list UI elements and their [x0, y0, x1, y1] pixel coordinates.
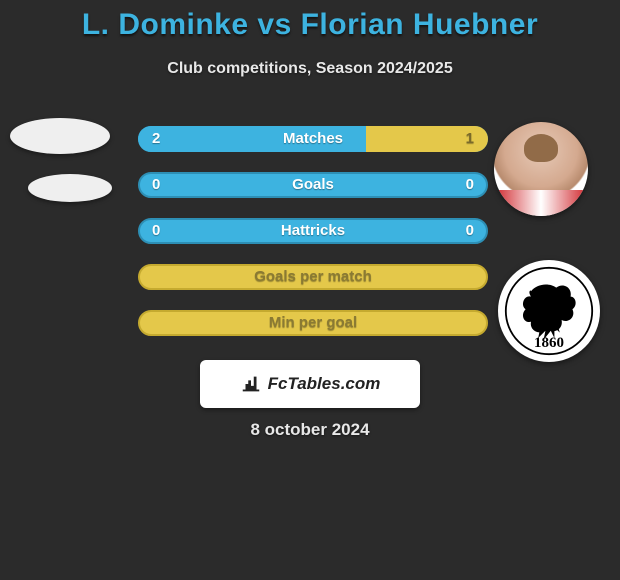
stat-value-right: 1 — [466, 126, 474, 152]
stat-row: Goals00 — [138, 172, 488, 198]
stat-bars: Matches21Goals00Hattricks00Goals per mat… — [138, 126, 488, 356]
stat-value-right: 0 — [466, 172, 474, 198]
stat-row: Hattricks00 — [138, 218, 488, 244]
subtitle: Club competitions, Season 2024/2025 — [0, 60, 620, 78]
chart-icon — [240, 373, 262, 395]
stat-row: Min per goal — [138, 310, 488, 336]
player-left-avatar-1 — [10, 118, 110, 154]
bar-fill — [138, 310, 488, 336]
page-title: L. Dominke vs Florian Huebner — [0, 0, 620, 42]
stat-value-left: 2 — [152, 126, 160, 152]
stat-value-right: 0 — [466, 218, 474, 244]
bar-fill — [138, 172, 488, 198]
player-right-avatar — [494, 122, 588, 216]
player-left-avatar-2 — [28, 174, 112, 202]
stat-row: Goals per match — [138, 264, 488, 290]
stat-value-left: 0 — [152, 218, 160, 244]
bar-fill — [138, 218, 488, 244]
stat-row: Matches21 — [138, 126, 488, 152]
stat-value-left: 0 — [152, 172, 160, 198]
bar-fill — [138, 264, 488, 290]
watermark: FcTables.com — [200, 360, 420, 408]
badge-year: 1860 — [498, 335, 600, 352]
club-badge: 1860 — [498, 260, 600, 362]
bar-fill-left — [138, 126, 366, 152]
date-label: 8 october 2024 — [0, 420, 620, 440]
watermark-text: FcTables.com — [268, 374, 381, 394]
